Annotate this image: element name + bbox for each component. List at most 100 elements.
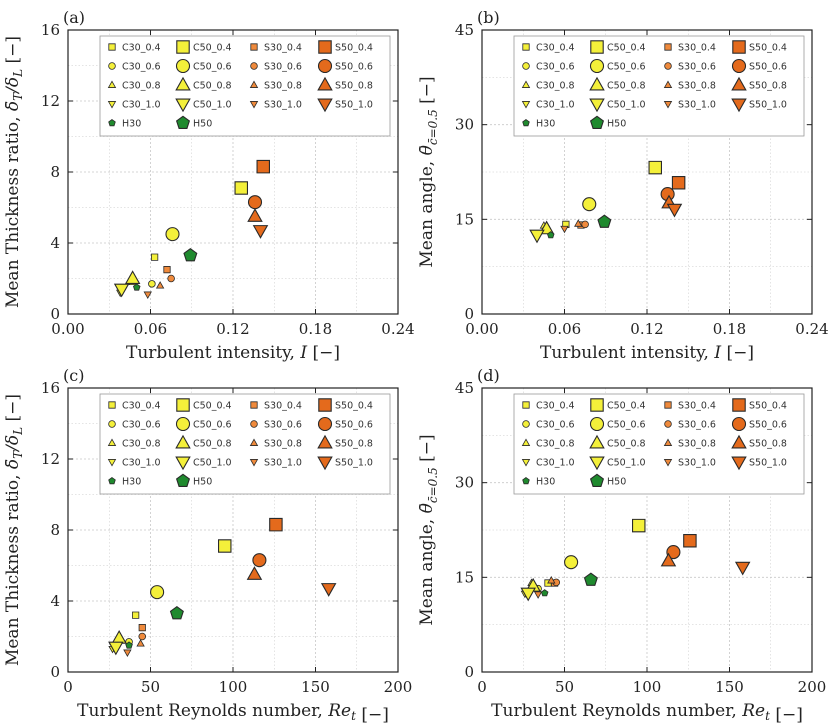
x-tick-label: 0.18: [299, 320, 332, 338]
y-tick-label: 12: [41, 92, 60, 110]
legend-marker: [175, 473, 191, 487]
legend-marker: [175, 456, 191, 471]
legend-marker: [663, 80, 673, 88]
y-axis-label: Mean Thickness ratio, δ̄T/δL [−]: [3, 394, 25, 666]
data-point: [648, 160, 662, 175]
x-tick-label: 0.12: [216, 320, 249, 338]
x-tick-label: 0.00: [51, 320, 84, 338]
legend-marker: [108, 119, 116, 127]
panel-label: (c): [63, 366, 84, 385]
legend-marker: [589, 456, 605, 471]
legend-marker: [522, 119, 530, 127]
x-tick-label: 0.00: [465, 320, 498, 338]
legend-label: C30_0.4: [122, 43, 161, 54]
x-tick-label: 50: [555, 678, 574, 696]
data-point: [113, 283, 130, 298]
legend-marker: [732, 398, 746, 412]
legend-label: C50_0.4: [193, 43, 232, 54]
legend-marker: [249, 459, 259, 467]
x-axis-label: Turbulent Reynolds number, Ret [−]: [491, 701, 803, 725]
legend-marker: [107, 80, 117, 88]
legend-label: C50_0.6: [607, 62, 646, 73]
legend-box: [99, 393, 391, 495]
y-tick-label: 30: [455, 474, 474, 492]
data-point: [666, 203, 683, 218]
legend-label: C50_1.0: [607, 100, 646, 111]
data-point: [660, 552, 677, 567]
x-tick-label: 0.24: [381, 320, 414, 338]
legend-marker: [108, 420, 116, 428]
data-point: [246, 566, 263, 580]
legend-marker: [590, 398, 604, 412]
data-point: [540, 589, 549, 597]
legend-marker: [175, 434, 191, 449]
legend-label: H50: [193, 119, 212, 130]
data-point: [247, 208, 263, 222]
chart-panel-a: 0.00 0.06 0.12 0.18 0.24 0 4 8 12 16(a) Turbulent …: [3, 8, 415, 363]
legend-marker: [175, 58, 191, 74]
data-point: [574, 219, 583, 227]
legend-marker: [108, 401, 116, 409]
legend-label: S50_0.8: [335, 81, 373, 92]
panel-label: (b): [477, 8, 500, 27]
legend-marker: [522, 477, 530, 485]
y-tick-label: 4: [50, 234, 60, 252]
data-point: [520, 587, 536, 602]
legend-label: S30_0.6: [264, 62, 302, 73]
x-tick-label: 0.24: [795, 320, 828, 338]
data-point: [247, 195, 263, 210]
legend-label: H30: [536, 477, 555, 488]
legend-label: S30_0.8: [678, 81, 716, 92]
y-tick-label: 15: [455, 210, 474, 228]
legend-marker: [589, 98, 605, 113]
legend-label: C30_0.4: [536, 43, 575, 54]
chart-panel-c: 0 50 100 150 200 0 4 8 12 16(c) Turbulent Reynolds…: [3, 366, 412, 725]
legend-marker: [731, 456, 747, 471]
legend-label: S30_0.4: [678, 401, 716, 412]
x-tick-label: 0.18: [713, 320, 746, 338]
legend: C30_0.4 C50_0.4 S30_0.4 S50_0.4 C30_0.6 C50_0…: [99, 35, 391, 137]
legend-label: S30_0.4: [264, 43, 302, 54]
legend-marker: [317, 76, 333, 91]
legend-label: C50_0.6: [193, 420, 232, 431]
legend-label: S30_0.8: [678, 439, 716, 450]
data-point: [123, 649, 132, 657]
data-points: [520, 518, 751, 602]
legend-label: H30: [122, 477, 141, 488]
legend-label: C30_0.4: [536, 401, 575, 412]
data-point: [151, 253, 159, 261]
data-point: [582, 197, 597, 212]
x-tick-label: 100: [219, 678, 248, 696]
legend-marker: [107, 438, 117, 446]
legend-marker: [521, 438, 531, 446]
y-tick-label: 30: [455, 116, 474, 134]
data-point: [234, 181, 248, 195]
legend-marker: [317, 434, 333, 449]
data-point: [165, 227, 180, 242]
y-tick-label: 15: [455, 568, 474, 586]
legend-label: C30_0.8: [536, 81, 575, 92]
legend-marker: [175, 98, 191, 113]
legend-marker: [664, 401, 672, 409]
data-point: [533, 591, 543, 599]
legend-label: C30_0.6: [536, 62, 575, 73]
legend-label: S50_0.6: [749, 62, 787, 73]
legend-label: S30_0.6: [678, 420, 716, 431]
legend-label: C50_0.4: [607, 401, 646, 412]
y-tick-label: 16: [41, 379, 60, 397]
data-points: [108, 517, 337, 657]
legend-marker: [589, 473, 605, 487]
legend-label: C30_1.0: [122, 458, 161, 469]
legend: C30_0.4 C50_0.4 S30_0.4 S50_0.4 C30_0.6 C50_0…: [513, 393, 805, 495]
legend-marker: [589, 115, 605, 129]
data-point: [132, 283, 141, 291]
data-point: [320, 583, 337, 597]
legend-marker: [732, 40, 746, 54]
data-points: [529, 160, 686, 244]
legend-label: S50_0.4: [335, 401, 373, 412]
legend-marker: [522, 420, 530, 428]
data-point: [155, 281, 165, 289]
panel-label: (a): [63, 8, 85, 27]
legend-label: C30_1.0: [536, 100, 575, 111]
data-point: [125, 641, 133, 649]
